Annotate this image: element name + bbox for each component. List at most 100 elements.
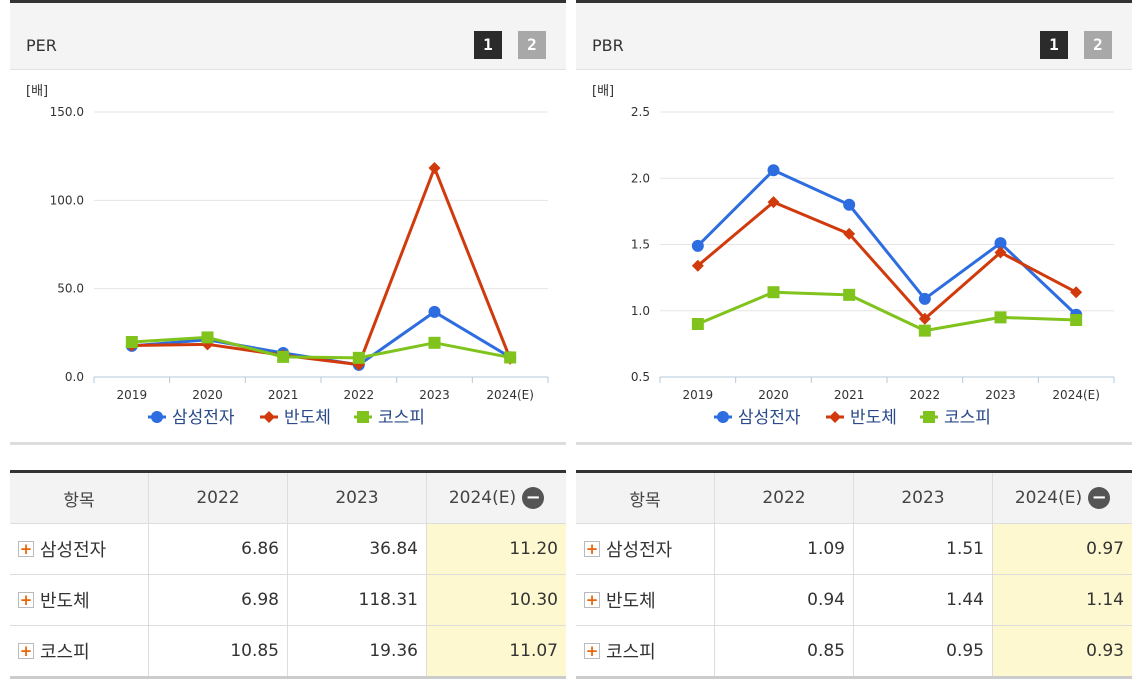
data-point [428,336,441,349]
legend-label: 반도체 [850,408,897,428]
legend-marker [263,411,275,423]
page-2-button[interactable]: 2 [518,31,546,59]
row-label: 반도체 [606,591,656,612]
pbr-chart-area: [배] 0.5 1.0 1.5 2.0 2.5 2019 2020 2021 2022 2023 2… [576,70,1132,445]
data-point [767,286,780,299]
pbr-line-chart: 0.5 1.0 1.5 2.0 2.5 2019 2020 2021 2022 2023 2024(… [631,105,1115,428]
per-chart-area: [배] 0.0 50.0 100.0 150.0 2019 2020 2021 2022 202… [10,70,566,445]
x-tick-label: 2024(E) [1052,388,1099,402]
legend-marker [829,411,841,423]
table-header-row: 항목 2022 2023 2024(E) − [10,471,566,524]
data-point [843,288,856,301]
expand-icon[interactable]: + [18,540,34,558]
per-line-chart: 0.0 50.0 100.0 150.0 2019 2020 2021 2022 2023 202… [50,105,549,428]
expand-icon[interactable]: + [18,642,34,660]
row-label: 삼성전자 [40,540,107,561]
legend-marker [357,411,369,423]
expand-icon[interactable]: + [584,591,600,609]
expand-icon[interactable]: + [584,642,600,660]
per-panel: PER 1 2 [배] 0.0 50.0 100.0 150.0 2019 2020 202… [10,0,566,445]
data-point [428,161,441,174]
y-tick-label: 0.0 [65,370,84,384]
estimate-cell: 11.07 [426,625,566,678]
table-header-row: 항목 2022 2023 2024(E) − [576,471,1132,524]
table-row: + 반도체 0.94 1.44 1.14 [576,574,1132,626]
per-unit-label: [배] [26,84,49,99]
data-point [125,336,138,349]
series-line-1 [696,168,1078,316]
x-tick-label: 2020 [758,388,789,402]
row-label: 반도체 [40,591,90,612]
legend-label: 코스피 [378,408,425,428]
page-2-button[interactable]: 2 [1084,31,1112,59]
value-cell: 19.36 [287,625,427,678]
estimate-cell: 1.14 [992,574,1132,626]
y-tick-label: 50.0 [57,282,84,296]
row-label-cell: + 삼성전자 [576,523,715,575]
series-line-3 [131,335,511,360]
value-cell: 36.84 [287,523,427,575]
data-point [843,227,856,240]
y-tick-label: 150.0 [50,105,84,119]
series-line-2 [131,166,512,367]
y-tick-label: 1.0 [631,304,650,318]
col-header-item: 항목 [10,471,149,524]
col-header-2024e-label: 2024(E) [448,488,517,508]
estimate-cell: 10.30 [426,574,566,626]
col-header-2023: 2023 [287,471,427,524]
x-tick-label: 2022 [910,388,941,402]
value-cell: 10.85 [148,625,288,678]
x-tick-label: 2021 [834,388,865,402]
value-cell: 0.94 [714,574,854,626]
legend-marker [151,411,163,423]
data-point [767,196,780,209]
value-cell: 0.85 [714,625,854,678]
col-header-2024e: 2024(E) − [426,471,566,524]
row-label-cell: + 코스피 [10,626,149,678]
x-tick-label: 2020 [192,388,223,402]
pbr-data-table: 항목 2022 2023 2024(E) − + 삼성전자 1.09 1.51 0.… [576,470,1132,679]
data-point [918,312,931,325]
x-tick-label: 2021 [268,388,299,402]
per-panel-header: PER 1 2 [10,0,566,70]
row-label: 코스피 [606,642,656,663]
pbr-title: PBR [592,36,624,55]
y-tick-label: 0.5 [631,370,650,384]
estimate-cell: 0.97 [992,523,1132,575]
row-label: 코스피 [40,642,90,663]
value-cell: 1.44 [853,574,993,626]
page-1-button[interactable]: 1 [474,31,502,59]
x-tick-label: 2023 [985,388,1016,402]
data-point [918,324,931,337]
legend-marker [717,411,729,423]
value-cell: 1.51 [853,523,993,575]
legend-label: 코스피 [944,408,991,428]
estimate-cell: 11.20 [426,523,566,575]
collapse-icon[interactable]: − [522,487,545,509]
y-tick-label: 2.5 [631,105,650,119]
row-label-cell: + 코스피 [576,626,715,678]
series-line-2 [696,200,1077,321]
expand-icon[interactable]: + [18,591,34,609]
expand-icon[interactable]: + [584,540,600,558]
y-tick-label: 2.0 [631,171,650,185]
data-point [428,305,441,318]
col-header-2024e: 2024(E) − [992,471,1132,524]
collapse-icon[interactable]: − [1088,487,1111,509]
data-point [691,318,704,330]
x-tick-label: 2022 [344,388,375,402]
per-data-table: 항목 2022 2023 2024(E) − + 삼성전자 6.86 36.84 1… [10,470,566,679]
data-point [504,351,517,364]
value-cell: 6.98 [148,574,288,626]
legend-label: 반도체 [284,408,331,428]
data-point [918,292,931,305]
data-point [201,331,214,344]
page-1-button[interactable]: 1 [1040,31,1068,59]
data-point [994,246,1007,259]
x-tick-label: 2019 [117,388,148,402]
value-cell: 6.86 [148,523,288,575]
col-header-item: 항목 [576,471,715,524]
row-label-cell: + 반도체 [576,574,715,626]
y-tick-label: 1.5 [631,238,650,252]
pbr-panel-header: PBR 1 2 [576,0,1132,70]
